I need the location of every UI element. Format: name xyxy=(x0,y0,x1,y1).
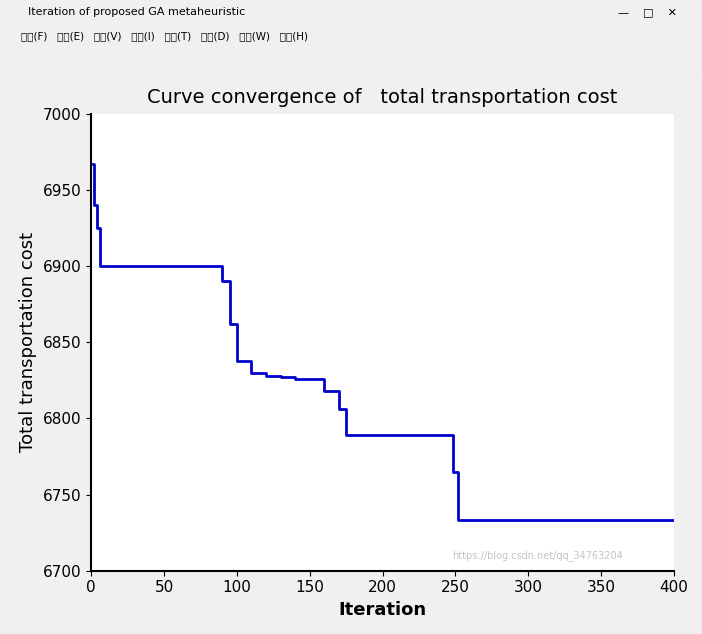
Text: Iteration of proposed GA metaheuristic: Iteration of proposed GA metaheuristic xyxy=(28,7,245,17)
Text: —    □    ✕: — □ ✕ xyxy=(618,7,677,17)
Text: 文件(F)   编辑(E)   查看(V)   插入(I)   工具(T)   桌面(D)   窗口(W)   帮助(H): 文件(F) 编辑(E) 查看(V) 插入(I) 工具(T) 桌面(D) 窗口(W… xyxy=(21,31,308,41)
Text: https://blog.csdn.net/qq_34763204: https://blog.csdn.net/qq_34763204 xyxy=(453,550,623,562)
X-axis label: Iteration: Iteration xyxy=(338,601,427,619)
Title: Curve convergence of   total transportation cost: Curve convergence of total transportatio… xyxy=(147,88,618,107)
Y-axis label: Total transportation cost: Total transportation cost xyxy=(19,232,37,453)
